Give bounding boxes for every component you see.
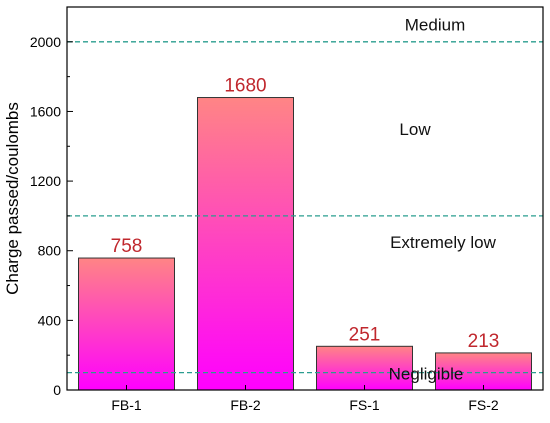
y-tick-label-400: 400 bbox=[38, 312, 62, 328]
zone-label-negligible: Negligible bbox=[389, 364, 464, 383]
y-tick-label-1600: 1600 bbox=[30, 103, 61, 119]
x-tick-label-fb-2: FB-2 bbox=[230, 397, 261, 413]
bar-fb-2 bbox=[197, 97, 294, 391]
zone-label-medium: Medium bbox=[405, 15, 465, 34]
data-label-fb-2: 1680 bbox=[224, 76, 266, 97]
plot-frame bbox=[66, 6, 544, 391]
data-label-fs-2: 213 bbox=[468, 331, 500, 352]
data-label-fs-1: 251 bbox=[349, 324, 381, 345]
zone-label-extremely-low: Extremely low bbox=[390, 233, 497, 252]
x-tick-label-fb-1: FB-1 bbox=[111, 397, 142, 413]
bar-fs-1 bbox=[316, 345, 413, 391]
y-tick-label-1200: 1200 bbox=[30, 173, 61, 189]
x-tick-label-fs-1: FS-1 bbox=[349, 397, 380, 413]
x-tick-label-fs-2: FS-2 bbox=[468, 397, 499, 413]
zone-label-low: Low bbox=[399, 120, 431, 139]
y-axis-label: Charge passed/coulombs bbox=[3, 102, 22, 295]
y-tick-label-2000: 2000 bbox=[30, 34, 61, 50]
bar-fs-2 bbox=[435, 352, 532, 391]
y-tick-label-0: 0 bbox=[53, 382, 61, 398]
y-tick-label-800: 800 bbox=[38, 243, 62, 259]
bar-fb-1 bbox=[78, 257, 175, 391]
data-label-fb-1: 758 bbox=[111, 236, 143, 257]
